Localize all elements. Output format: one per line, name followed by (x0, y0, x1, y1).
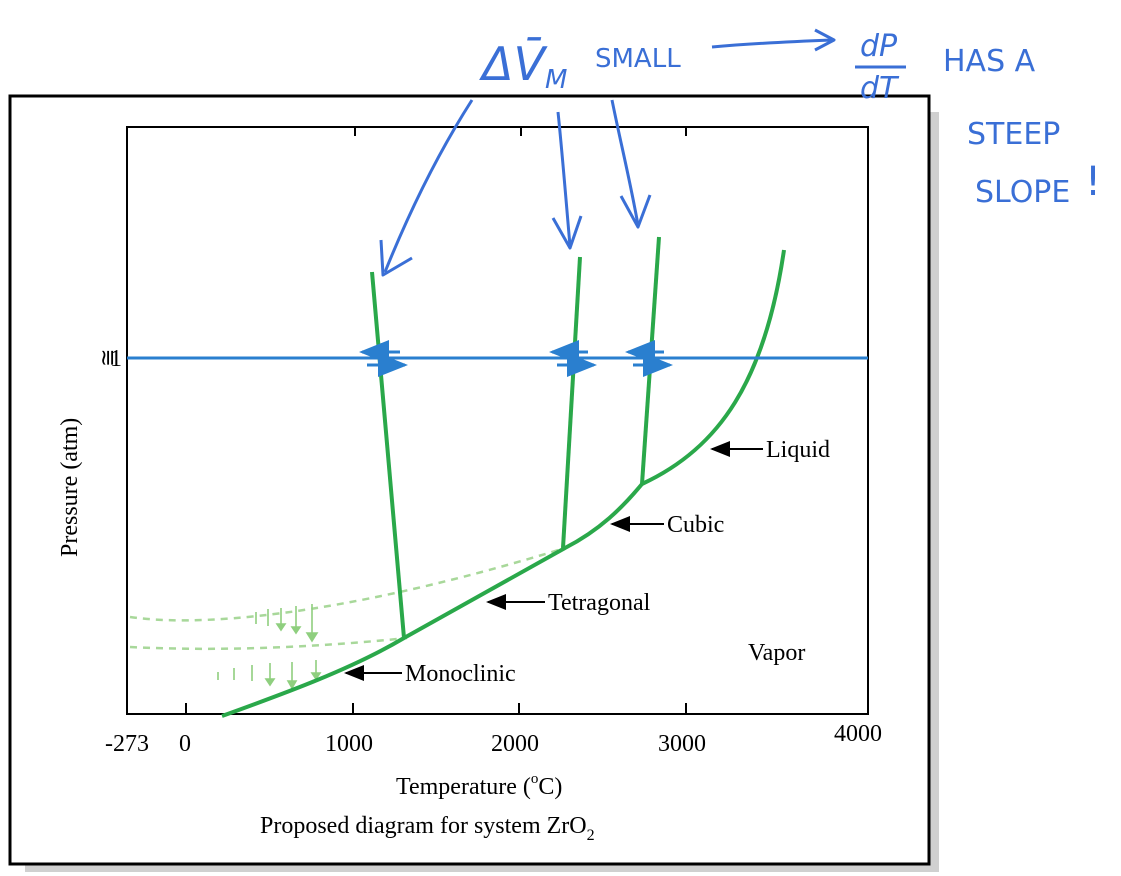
x-axis-ticks (185, 127, 687, 714)
pointer-arrow-head-1 (379, 239, 413, 277)
dp-label: dP (860, 29, 898, 64)
pointer-arrow-to-third-boundary (610, 99, 640, 226)
metastable-arrows-lower (217, 660, 322, 690)
y-tick-symbol: ≅ (95, 349, 120, 367)
pointer-arrow-head-2 (551, 215, 583, 250)
implies-arrow-head (814, 28, 836, 52)
x-tick-labels: -273 0 1000 2000 3000 4000 (105, 721, 882, 757)
small-label: SMALL (595, 44, 681, 74)
dt-label: dT (860, 71, 900, 106)
vapor-boundary-curve (221, 249, 786, 718)
x-tick-label: 0 (179, 731, 191, 757)
pointer-arrow-to-first-boundary (383, 99, 474, 273)
exclamation-mark: ! (1085, 159, 1101, 205)
x-tick-label: 3000 (658, 731, 706, 757)
equilibrium-arrows-3 (625, 340, 673, 377)
monoclinic-label: Monoclinic (405, 661, 516, 687)
liquid-label: Liquid (766, 437, 830, 463)
vapor-label: Vapor (748, 640, 805, 666)
y-axis-label: Pressure (atm) (57, 418, 83, 557)
monoclinic-tetragonal-boundary (370, 271, 406, 639)
steep-label: STEEP (967, 117, 1060, 152)
implies-arrow (711, 38, 833, 49)
slope-label: SLOPE (975, 175, 1070, 210)
cubic-label: Cubic (667, 512, 724, 538)
x-tick-label: 4000 (834, 721, 882, 747)
tetragonal-label: Tetragonal (548, 590, 651, 616)
has-a-label: HAS A (943, 44, 1036, 79)
tetragonal-cubic-boundary (561, 256, 582, 549)
metastable-dashed-curve-lower (129, 636, 408, 651)
equilibrium-arrows-1 (359, 340, 408, 377)
x-tick-label: 2000 (491, 731, 539, 757)
equilibrium-arrows-2 (549, 340, 597, 377)
delta-v-label: ΔV̄M (479, 37, 567, 95)
handwritten-annotation: ΔV̄M SMALL dP dT HAS A STEEP SLOPE ! (379, 28, 1101, 277)
x-tick-label: 1000 (325, 731, 373, 757)
pointer-arrow-to-second-boundary (556, 111, 572, 247)
x-tick-label: -273 (105, 731, 149, 757)
x-axis-label: Temperature (oC) (396, 771, 562, 800)
figure-caption: Proposed diagram for system ZrO2 (260, 813, 595, 844)
metastable-arrows-upper (255, 604, 319, 643)
y-tick-label: 1 (110, 346, 122, 372)
pointer-arrow-head-3 (619, 194, 652, 229)
plot-area (126, 126, 869, 715)
